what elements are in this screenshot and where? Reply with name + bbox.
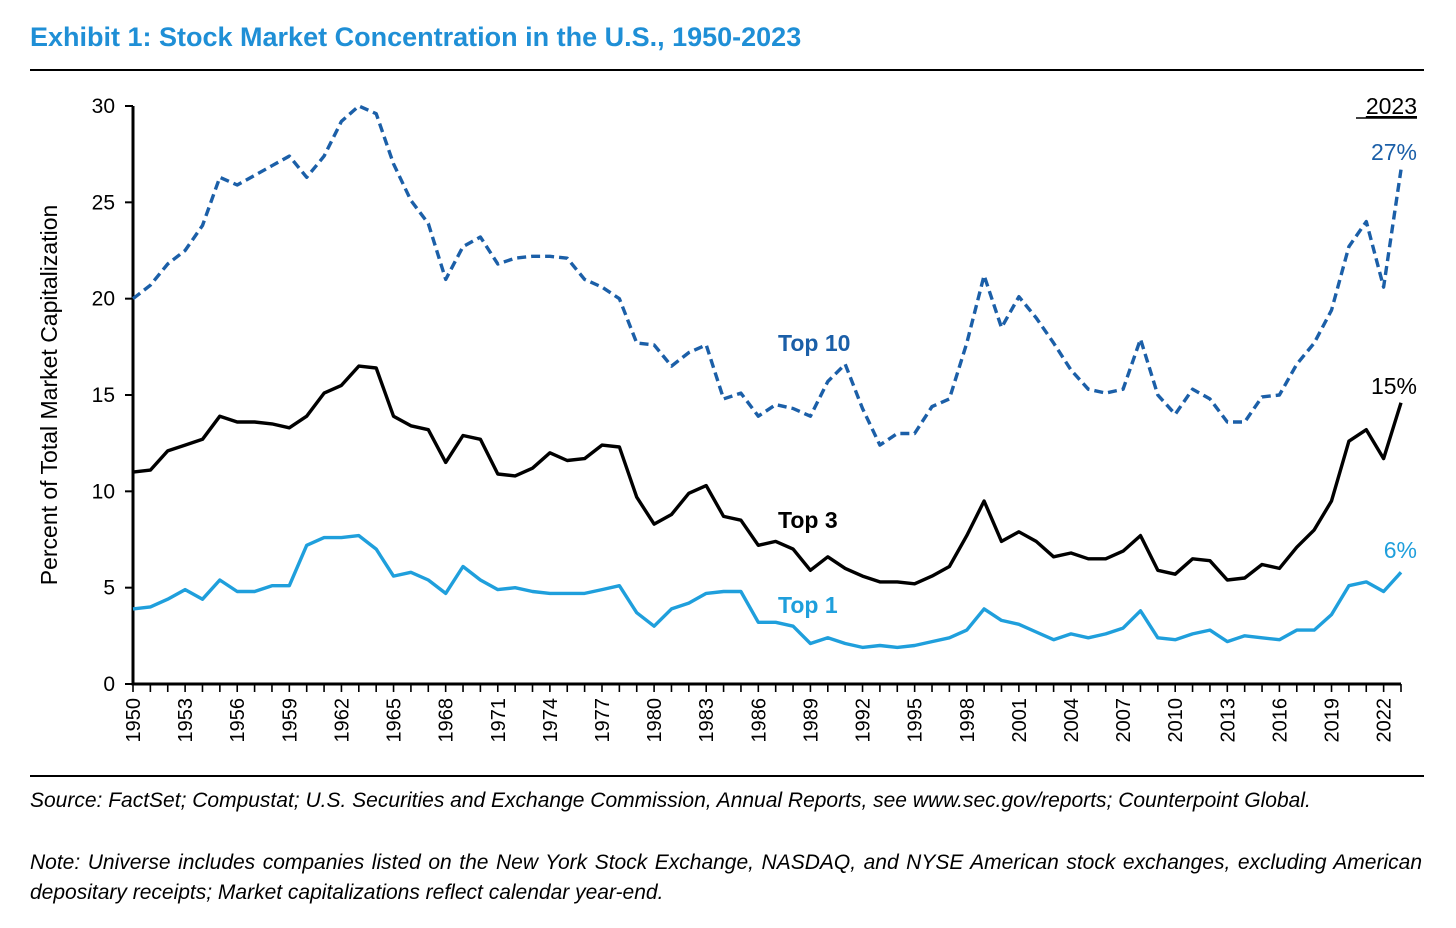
x-tick-label: 1962 bbox=[331, 698, 353, 743]
x-tick-label: 1983 bbox=[696, 698, 718, 743]
chart-title: Exhibit 1: Stock Market Concentration in… bbox=[30, 22, 802, 52]
series-line-top-1 bbox=[132, 533, 1403, 650]
x-tick-label: 1977 bbox=[592, 698, 614, 743]
top3-series-label: Top 3 bbox=[778, 507, 838, 533]
line-chart: 0 5 10 15 20 25 30 1950 1953 1956 1959 1962 1965 1968… bbox=[36, 93, 1417, 743]
y-tick-label: 30 bbox=[92, 95, 115, 118]
chart-labels: 2023 27% 15% 6% Top 10 Top 3 Top 1 bbox=[778, 93, 1417, 618]
x-tick-label: 1959 bbox=[279, 698, 301, 743]
y-tick-label: 15 bbox=[92, 384, 115, 407]
x-tick-label: 2010 bbox=[1165, 698, 1187, 743]
year-header-label: 2023 bbox=[1366, 93, 1417, 119]
x-tick-label: 1968 bbox=[436, 698, 458, 743]
x-tick-label: 1953 bbox=[175, 698, 197, 743]
series-lines bbox=[131, 104, 1403, 650]
x-tick-label: 1974 bbox=[540, 698, 562, 743]
x-tick-label: 2004 bbox=[1061, 698, 1083, 743]
top10-series-label: Top 10 bbox=[778, 330, 850, 356]
y-tick-label: 20 bbox=[92, 288, 115, 311]
top10-end-value: 27% bbox=[1371, 139, 1417, 165]
x-tick-label: 2016 bbox=[1269, 698, 1291, 743]
x-tick-label: 1995 bbox=[905, 698, 927, 743]
series-line-top-10 bbox=[131, 104, 1403, 447]
x-tick-label: 1986 bbox=[748, 698, 770, 743]
y-axis-label: Percent of Total Market Capitalization bbox=[36, 205, 62, 586]
universe-note: Note: Universe includes companies listed… bbox=[30, 851, 1422, 904]
x-tick-label: 2013 bbox=[1217, 698, 1239, 743]
top3-end-value: 15% bbox=[1371, 373, 1417, 399]
x-tick-label: 1989 bbox=[800, 698, 822, 743]
x-tick-label: 1956 bbox=[227, 698, 249, 743]
x-tick-label: 1950 bbox=[123, 698, 145, 743]
footer-divider bbox=[30, 775, 1424, 777]
x-tick-label: 1998 bbox=[957, 698, 979, 743]
series-line-top-3 bbox=[132, 364, 1403, 586]
x-tick-label: 1992 bbox=[853, 698, 875, 743]
top1-series-label: Top 1 bbox=[778, 592, 838, 618]
x-tick-label: 1980 bbox=[644, 698, 666, 743]
x-tick-label: 2001 bbox=[1009, 698, 1031, 743]
x-tick-label: 2022 bbox=[1374, 698, 1396, 743]
y-tick-label: 25 bbox=[92, 191, 115, 214]
y-tick-label: 0 bbox=[103, 673, 115, 696]
x-tick-label: 2007 bbox=[1113, 698, 1135, 743]
axes: 0 5 10 15 20 25 30 1950 1953 1956 1959 1962 1965 1968… bbox=[36, 95, 1402, 743]
x-tick-label: 1971 bbox=[488, 698, 510, 743]
x-tick-label: 1965 bbox=[384, 698, 406, 743]
source-note: Source: FactSet; Compustat; U.S. Securit… bbox=[30, 789, 1311, 812]
x-tick-label: 2019 bbox=[1322, 698, 1344, 743]
title-divider bbox=[30, 69, 1424, 71]
top1-end-value: 6% bbox=[1384, 537, 1417, 563]
y-tick-label: 10 bbox=[92, 480, 115, 503]
y-tick-label: 5 bbox=[103, 577, 115, 600]
